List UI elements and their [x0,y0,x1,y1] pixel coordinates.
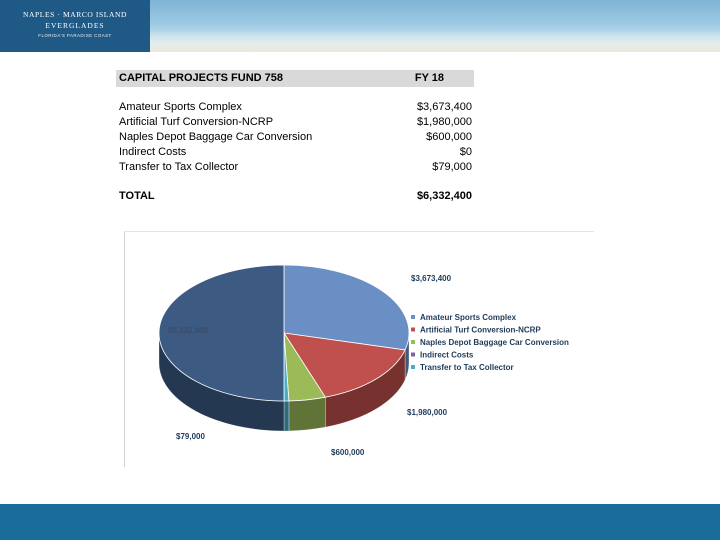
row-amount: $3,673,400 [416,101,472,113]
pie-slice-side [283,400,290,432]
pie-chart: $3,673,400 $1,980,000 $600,000 $79,000 $6,33… [158,264,569,457]
legend-item: Artificial Turf Conversion-NCRP [420,326,541,335]
row-amount: $1,980,000 [416,116,472,128]
legend-swatch [411,315,415,319]
row-name: Naples Depot Baggage Car Conversion [119,131,313,143]
logo-line3: FLORIDA'S PARADISE COAST [38,33,112,38]
legend-item: Amateur Sports Complex [420,313,517,322]
chart-legend: Amateur Sports Complex Artificial Turf Co… [411,313,569,372]
data-label: $1,980,000 [407,408,448,417]
legend-item: Naples Depot Baggage Car Conversion [420,338,569,347]
chart-frame [124,231,594,467]
row-amount: $79,000 [432,161,472,173]
table-row: Amateur Sports Complex $3,673,400 [116,101,474,115]
row-amount: $0 [459,146,472,158]
legend-swatch [411,327,415,332]
row-name: Indirect Costs [119,146,187,158]
legend-swatch [411,365,415,369]
table-row: Artificial Turf Conversion-NCRP $1,980,0… [116,116,474,130]
logo-line2: EVERGLADES [45,21,105,30]
row-name: Amateur Sports Complex [119,101,242,113]
logo-line1: NAPLES · MARCO ISLAND [22,10,128,19]
footer-bar [0,504,720,540]
chart-border-top [124,231,594,232]
beach-image [150,30,720,52]
legend-swatch [411,352,415,357]
logo: NAPLES · MARCO ISLAND EVERGLADES FLORIDA… [0,0,150,52]
table-row: Indirect Costs $0 [116,146,474,160]
row-name: Artificial Turf Conversion-NCRP [119,116,274,128]
row-amount: $600,000 [426,131,472,143]
data-label: $3,673,400 [411,274,452,283]
table-row: Transfer to Tax Collector $79,000 [116,161,474,175]
pie-slice [158,264,285,402]
table-row: Naples Depot Baggage Car Conversion $600… [116,131,474,145]
legend-item: Transfer to Tax Collector [420,363,514,372]
pie-top [158,264,410,402]
chart-border-left [124,231,125,467]
table-title: CAPITAL PROJECTS FUND 758 [119,72,284,84]
total-label: TOTAL [119,190,155,202]
data-label: $6,332,400 [168,326,209,335]
total-amount: $6,332,400 [416,190,472,202]
pie-slice [283,332,406,398]
legend-item: Indirect Costs [420,351,474,360]
pie-slice-side [288,396,326,432]
table-header: CAPITAL PROJECTS FUND 758 FY 18 [116,70,474,87]
header-banner: NAPLES · MARCO ISLAND EVERGLADES FLORIDA… [0,0,720,52]
data-label: $600,000 [331,448,365,457]
pie-slice [283,264,410,351]
fiscal-year-label: FY 18 [414,72,444,84]
legend-swatch [411,340,415,344]
row-name: Transfer to Tax Collector [119,161,239,173]
data-label: $79,000 [176,432,205,441]
total-row: TOTAL $6,332,400 [116,190,474,204]
